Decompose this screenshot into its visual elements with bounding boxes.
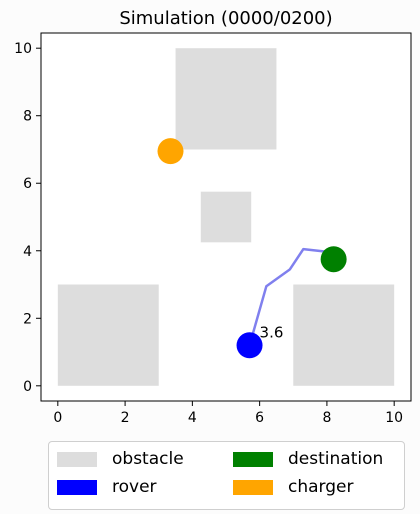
legend-item-charger: charger <box>233 476 353 498</box>
y-tick-label: 4 <box>23 244 32 260</box>
legend-swatch-obstacle <box>57 451 97 467</box>
y-tick-label: 0 <box>23 379 32 395</box>
x-axis-ticks: 0 2 4 6 8 10 <box>53 401 403 426</box>
x-tick-label: 0 <box>53 410 62 426</box>
legend-label-rover: rover <box>112 477 157 497</box>
markers-layer: 3.6 <box>157 138 347 359</box>
x-tick-label: 6 <box>255 410 264 426</box>
obstacle-2 <box>175 48 277 150</box>
rover-battery-label: 3.6 <box>260 323 284 341</box>
x-tick-label: 2 <box>121 410 130 426</box>
y-tick-label: 2 <box>23 311 32 327</box>
y-tick-label: 8 <box>23 109 32 125</box>
legend-swatch-destination <box>233 451 273 467</box>
charger-marker <box>157 138 184 165</box>
legend-swatch-charger <box>233 479 273 495</box>
plot-frame <box>40 32 412 402</box>
y-tick-label: 10 <box>14 41 32 57</box>
obstacle-4 <box>293 284 395 386</box>
x-tick-label: 8 <box>322 410 331 426</box>
legend-label-destination: destination <box>288 449 384 469</box>
legend-item-rover: rover <box>57 476 157 498</box>
legend-item-destination: destination <box>233 448 383 470</box>
chart-title: Simulation (0000/0200) <box>119 8 332 29</box>
obstacle-3 <box>200 191 252 243</box>
rover-path <box>248 247 334 346</box>
legend-swatch-rover <box>57 479 97 495</box>
rover-marker <box>236 332 263 359</box>
x-tick-label: 10 <box>385 410 403 426</box>
obstacle-1 <box>57 284 159 386</box>
legend: obstacle destination rover charger <box>48 441 405 510</box>
legend-label-obstacle: obstacle <box>112 449 184 469</box>
y-axis-ticks: 0 2 4 6 8 10 <box>14 41 41 395</box>
legend-item-obstacle: obstacle <box>57 448 184 470</box>
legend-label-charger: charger <box>288 477 354 497</box>
obstacles-layer <box>57 48 395 386</box>
y-tick-label: 6 <box>23 176 32 192</box>
x-tick-label: 4 <box>188 410 197 426</box>
path-layer <box>248 247 334 346</box>
destination-marker <box>320 246 347 273</box>
